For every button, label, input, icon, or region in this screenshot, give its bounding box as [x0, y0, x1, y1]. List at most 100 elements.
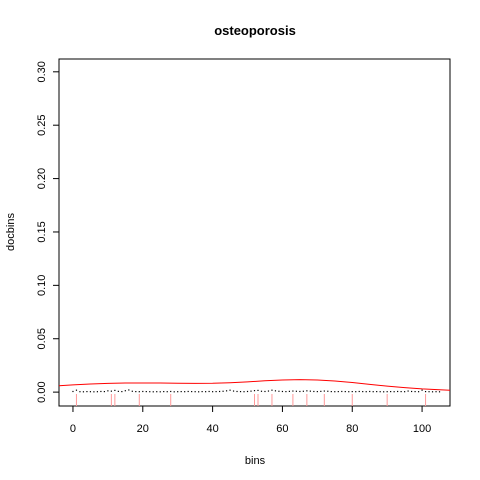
data-point-89: [383, 391, 385, 393]
data-point-52: [253, 390, 256, 392]
data-point-105: [438, 391, 441, 393]
data-point-4: [86, 390, 88, 393]
data-point-41: [215, 390, 217, 393]
x-axis-label: bins: [245, 455, 266, 467]
data-point-75: [334, 391, 336, 393]
data-point-99: [417, 391, 420, 393]
data-point-48: [239, 390, 242, 393]
data-point-71: [320, 390, 322, 392]
data-point-88: [379, 391, 381, 393]
data-point-47: [236, 390, 238, 393]
data-point-35: [194, 391, 196, 393]
y-tick-label-6: 0.30: [36, 61, 48, 82]
data-point-7: [96, 391, 98, 393]
y-tick-label-4: 0.20: [36, 168, 48, 189]
data-point-42: [218, 390, 221, 393]
data-point-94: [400, 390, 402, 393]
y-tick-label-0: 0.00: [36, 381, 48, 402]
data-point-90: [386, 391, 388, 393]
data-point-79: [348, 391, 350, 393]
data-point-102: [428, 391, 430, 393]
data-point-77: [341, 390, 343, 393]
data-point-49: [243, 391, 245, 393]
data-point-83: [362, 390, 364, 393]
data-point-98: [414, 390, 416, 393]
data-point-57: [271, 389, 273, 391]
data-point-1: [75, 389, 78, 391]
data-point-8: [100, 390, 102, 393]
data-point-100: [421, 389, 423, 391]
data-point-21: [145, 390, 147, 393]
data-point-27: [166, 391, 168, 393]
data-point-46: [232, 390, 235, 392]
data-point-45: [229, 389, 231, 391]
data-point-97: [411, 390, 413, 393]
data-point-43: [222, 390, 224, 392]
x-tick-label-2: 40: [206, 423, 218, 435]
y-tick-label-1: 0.05: [36, 328, 48, 349]
data-point-50: [246, 390, 249, 393]
data-point-5: [89, 391, 92, 393]
data-point-55: [264, 390, 266, 393]
data-point-13: [117, 390, 119, 392]
y-tick-label-2: 0.10: [36, 275, 48, 296]
data-point-3: [82, 391, 85, 393]
data-point-17: [131, 390, 133, 392]
data-point-80: [351, 390, 353, 393]
data-point-56: [267, 390, 270, 392]
data-point-18: [135, 390, 137, 393]
data-point-62: [288, 390, 291, 392]
data-point-74: [330, 390, 332, 393]
data-point-6: [93, 391, 95, 393]
data-point-44: [225, 390, 228, 392]
data-point-28: [170, 390, 172, 393]
data-point-69: [313, 390, 315, 393]
density-curve: [58, 379, 451, 391]
data-point-96: [407, 390, 409, 392]
data-point-29: [173, 391, 175, 393]
data-point-51: [250, 390, 252, 392]
chart-title: osteoporosis: [214, 23, 296, 38]
data-point-103: [431, 391, 434, 393]
x-tick-label-3: 60: [276, 423, 288, 435]
data-point-66: [302, 390, 304, 392]
x-tick-label-1: 20: [137, 423, 149, 435]
data-point-104: [435, 391, 437, 393]
data-point-38: [205, 391, 207, 393]
data-point-68: [309, 390, 311, 392]
data-point-37: [201, 390, 203, 393]
data-point-92: [393, 391, 395, 393]
x-axis: 0 20 40 60 80 100: [70, 406, 431, 435]
data-point-63: [292, 390, 294, 392]
data-point-58: [274, 390, 277, 392]
data-point-81: [355, 391, 357, 393]
data-point-30: [177, 391, 179, 393]
data-point-16: [128, 389, 130, 391]
x-tick-label-5: 100: [413, 423, 431, 435]
data-point-54: [260, 390, 263, 392]
data-point-87: [376, 390, 378, 393]
data-point-91: [390, 390, 392, 393]
data-point-93: [397, 390, 399, 393]
data-point-31: [180, 390, 182, 393]
data-point-40: [212, 391, 214, 393]
data-point-82: [358, 390, 360, 393]
data-point-2: [79, 391, 81, 393]
data-point-19: [138, 391, 140, 393]
data-point-12: [114, 389, 116, 392]
data-point-64: [295, 390, 297, 392]
data-point-39: [208, 390, 210, 393]
data-point-34: [191, 390, 193, 393]
data-point-20: [142, 390, 144, 393]
data-point-95: [404, 391, 406, 393]
data-point-53: [257, 389, 259, 392]
data-point-86: [372, 391, 374, 393]
data-point-33: [187, 390, 189, 393]
data-point-76: [337, 390, 339, 393]
y-axis: 0.00 0.05 0.10 0.15 0.20 0.25 0.30: [36, 61, 59, 403]
y-axis-label: docbins: [5, 213, 17, 251]
data-points: [72, 389, 441, 393]
data-point-0: [72, 390, 74, 393]
data-point-15: [124, 390, 126, 392]
